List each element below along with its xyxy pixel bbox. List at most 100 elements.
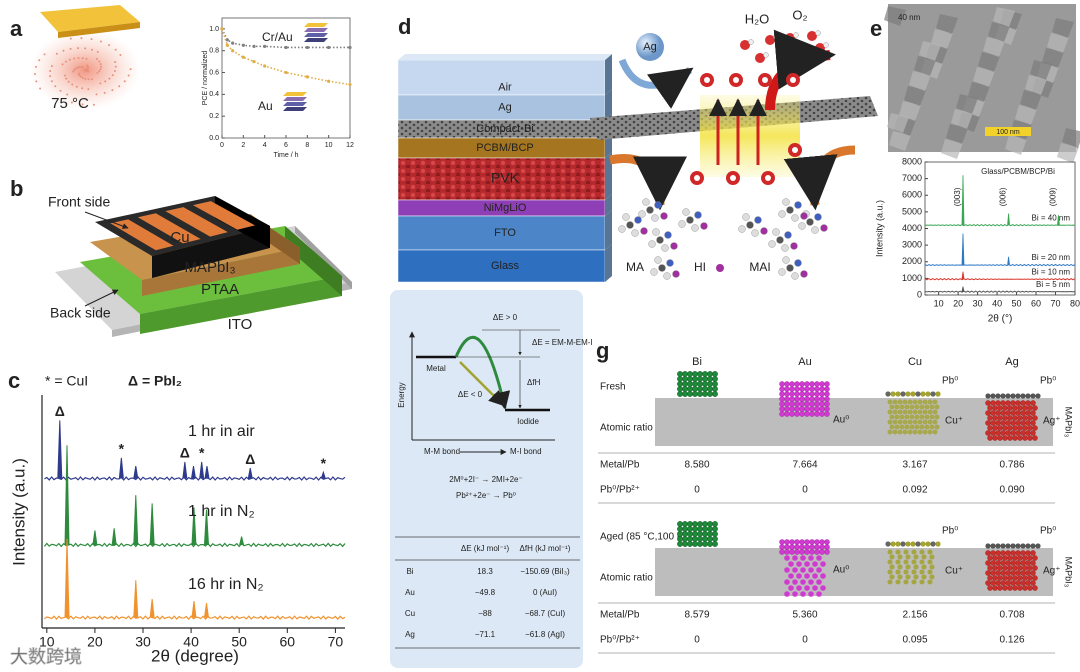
atom — [819, 544, 825, 550]
atom — [804, 561, 810, 567]
atom — [799, 401, 805, 407]
device-icon-layer — [283, 102, 307, 106]
table-cell: 3.167 — [902, 460, 927, 471]
panel-letter: g — [596, 338, 609, 363]
atom — [631, 229, 639, 237]
atom — [885, 391, 891, 397]
atom — [804, 401, 810, 407]
atom — [985, 570, 991, 576]
atom — [927, 399, 933, 405]
series-label: Bi = 5 nm — [1036, 280, 1070, 289]
atom — [902, 399, 908, 405]
atom — [912, 409, 918, 415]
atom — [1010, 420, 1016, 426]
cloud-dot — [81, 103, 84, 106]
atom — [927, 409, 933, 415]
data-point — [231, 41, 235, 45]
atom — [995, 393, 1001, 399]
atom — [786, 206, 794, 214]
atom — [995, 430, 1001, 436]
atom — [907, 409, 913, 415]
atom — [987, 555, 993, 561]
atom — [1017, 405, 1023, 411]
table-cell: Bi — [406, 567, 413, 576]
atom — [1022, 585, 1028, 591]
table-cell: 8.580 — [684, 460, 709, 471]
cloud-dot — [65, 77, 68, 80]
atom — [987, 575, 993, 581]
atom — [786, 264, 794, 272]
atom — [712, 386, 718, 392]
data-point — [305, 75, 309, 79]
peak — [191, 507, 197, 545]
data-point — [263, 44, 267, 48]
atom — [687, 541, 693, 547]
atom — [1015, 400, 1021, 406]
data-point — [348, 82, 352, 87]
x-tick-label: 70 — [328, 634, 344, 650]
y-tick-label: 8000 — [902, 156, 922, 166]
atom — [1020, 543, 1026, 549]
cloud-dot — [111, 74, 114, 77]
atom — [932, 419, 938, 425]
sem-grain — [1057, 143, 1079, 163]
x-tick-label: 40 — [992, 298, 1002, 308]
cloud-dot — [114, 61, 117, 64]
layer-label: Cu — [170, 229, 189, 246]
atom — [1020, 580, 1026, 586]
layer-top — [398, 54, 612, 60]
cloud-dot — [119, 53, 122, 56]
atom — [907, 429, 913, 435]
atom — [903, 559, 909, 565]
layer-side — [605, 194, 612, 216]
row-label: Atomic ratio — [600, 573, 653, 584]
series-label: Bi = 40 nm — [1032, 213, 1071, 222]
atom — [919, 424, 925, 430]
atom — [929, 564, 935, 570]
sem-grain — [951, 109, 973, 129]
atom — [997, 405, 1003, 411]
atom — [911, 549, 917, 555]
data-point — [252, 60, 256, 64]
atom — [1012, 435, 1018, 441]
atom — [784, 591, 790, 597]
diagram-label: ΔE = EM-M-EM-I — [532, 338, 593, 347]
arrow — [783, 145, 856, 211]
atom — [1000, 420, 1006, 426]
sem-grain — [914, 56, 936, 76]
x-tick-label: 50 — [231, 634, 247, 650]
atom — [692, 521, 698, 527]
atom — [1030, 560, 1036, 566]
peak-marker: Δ — [245, 451, 255, 467]
layer-label: PVK — [491, 170, 520, 186]
layer-label: PCBM/BCP — [476, 142, 533, 154]
atom — [800, 270, 808, 278]
atom — [1025, 420, 1031, 426]
series-line — [221, 28, 351, 86]
device-icon-layer — [304, 28, 328, 32]
atom — [1005, 410, 1011, 416]
atom — [784, 401, 790, 407]
atom — [687, 381, 693, 387]
atom — [895, 549, 901, 555]
sem-grain — [1030, 60, 1052, 80]
atom — [909, 404, 915, 410]
data-point — [225, 38, 229, 42]
atom — [922, 399, 928, 405]
atom — [782, 256, 790, 264]
atom — [899, 424, 905, 430]
atom — [927, 419, 933, 425]
cloud-dot — [108, 77, 111, 80]
atom — [697, 371, 703, 377]
atom — [707, 541, 713, 547]
atom — [682, 391, 688, 397]
molecule-h — [793, 32, 799, 38]
state-label: Au⁰ — [833, 415, 849, 426]
atom — [1030, 550, 1036, 556]
cloud-dot — [64, 74, 67, 77]
atom — [1007, 555, 1013, 561]
cloud-dot — [84, 77, 87, 80]
atom — [809, 401, 815, 407]
x-tick-label: 10 — [325, 142, 333, 149]
atom — [1000, 430, 1006, 436]
